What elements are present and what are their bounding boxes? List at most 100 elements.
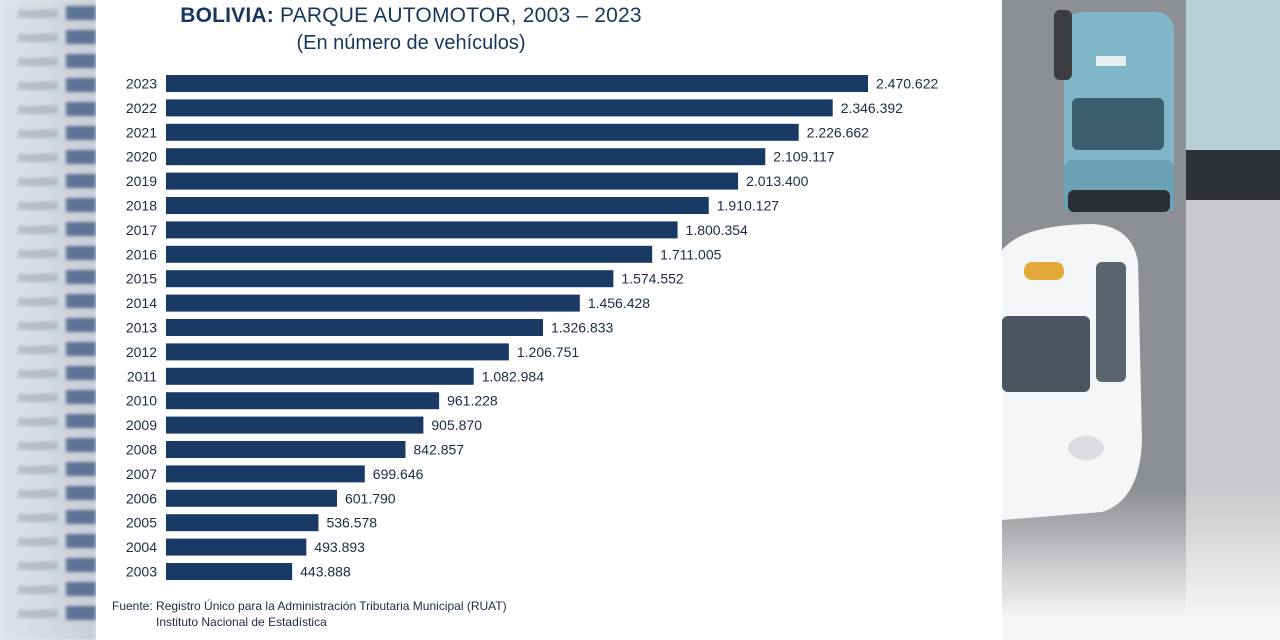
bar-2012 [166,343,509,361]
backdrop-ghost-label [18,610,58,618]
value-label-2010: 961.228 [447,393,498,409]
year-label-2011: 2011 [127,368,157,384]
value-label-2023: 2.470.622 [876,76,938,92]
backdrop-ghost-label [18,442,58,450]
value-label-2013: 1.326.833 [551,320,613,336]
traffic-photo [1002,0,1280,640]
backdrop-ghost-bar [66,438,96,452]
year-label-2020: 2020 [126,149,157,165]
photo-fade [1002,490,1280,640]
value-label-2005: 536.578 [326,515,377,531]
bar-2014 [166,294,580,312]
bar-2007 [166,465,365,483]
year-label-2013: 2013 [126,320,157,336]
year-label-2023: 2023 [126,76,157,92]
bar-2009 [166,416,424,434]
backdrop-ghost-label [18,130,58,138]
backdrop-ghost-bar [66,6,96,20]
value-label-2006: 601.790 [345,490,396,506]
year-label-2012: 2012 [126,344,157,360]
value-label-2004: 493.893 [314,539,365,555]
year-label-2010: 2010 [126,393,157,409]
backdrop-ghost-bar [66,342,96,356]
backdrop-ghost-bar [66,198,96,212]
backdrop-ghost-label [18,250,58,258]
year-label-2006: 2006 [126,490,157,506]
source-line-1: Fuente: Registro Único para la Administr… [112,599,507,613]
value-label-2019: 2.013.400 [746,173,808,189]
bar-2015 [166,270,614,288]
value-label-2022: 2.346.392 [841,100,903,116]
traffic-photo-illustration [1002,0,1280,640]
backdrop-ghost-label [18,226,58,234]
year-label-2021: 2021 [126,124,157,140]
bar-2020 [166,148,766,166]
year-label-2016: 2016 [126,246,157,262]
backdrop-ghost-label [18,490,58,498]
backdrop-ghost-label [18,106,58,114]
year-label-2022: 2022 [126,100,157,116]
year-label-2007: 2007 [126,466,157,482]
value-label-2003: 443.888 [300,564,351,580]
backdrop-ghost-bar [66,390,96,404]
chart-panel: BOLIVIA: PARQUE AUTOMOTOR, 2003 – 2023 (… [96,0,1002,640]
value-label-2017: 1.800.354 [686,222,748,238]
backdrop-ghost-bar [66,30,96,44]
backdrop-ghost-label [18,34,58,42]
chart-subtitle: (En número de vehículos) [296,32,526,54]
bar-2022 [166,99,833,117]
backdrop-ghost-bar [66,462,96,476]
backdrop-ghost-label [18,322,58,330]
bar-2006 [166,489,337,507]
bar-2019 [166,172,739,190]
backdrop-ghost-label [18,202,58,210]
backdrop-ghost-bar [66,486,96,500]
backdrop-ghost-label [18,514,58,522]
year-label-2014: 2014 [126,295,157,311]
bar-2018 [166,197,709,214]
source-line-2: Instituto Nacional de Estadística [156,615,327,629]
year-label-2015: 2015 [126,271,157,287]
bar-2008 [166,441,406,458]
value-label-2007: 699.646 [373,466,424,482]
backdrop-ghost-bar [66,246,96,260]
bar-2016 [166,245,653,263]
backdrop-ghost-bar [66,606,96,620]
backdrop-ghost-label [18,154,58,162]
backdrop-ghost-bar [66,558,96,572]
bar-chart: 2023 2.470.622 2022 2.346.392 2021 2.226.662 2… [126,75,938,580]
backdrop-ghost-bar [66,294,96,308]
year-label-2019: 2019 [126,173,157,189]
year-label-2009: 2009 [126,417,157,433]
year-label-2017: 2017 [126,222,157,238]
bar-2003 [166,563,293,580]
value-label-2020: 2.109.117 [773,149,834,165]
backdrop-ghost-label [18,538,58,546]
backdrop-ghost-bar [66,318,96,332]
backdrop-ghost-bar [66,126,96,140]
value-label-2018: 1.910.127 [717,198,779,214]
chart-title-rest: PARQUE AUTOMOTOR, 2003 – 2023 [273,4,642,27]
year-label-2018: 2018 [126,198,157,214]
bar-2004 [166,538,307,556]
backdrop-ghost-label [18,274,58,282]
value-label-2021: 2.226.662 [807,124,869,140]
value-label-2009: 905.870 [431,417,482,433]
backdrop-ghost-bar [66,78,96,92]
backdrop-ghost-bar [66,174,96,188]
year-label-2004: 2004 [126,539,157,555]
bar-2005 [166,514,319,532]
backdrop-ghost-bar [66,150,96,164]
backdrop-ghost-label [18,370,58,378]
backdrop-ghost-bar [66,366,96,380]
backdrop-ghost-label [18,346,58,354]
bar-2013 [166,319,544,336]
value-label-2015: 1.574.552 [621,271,683,287]
backdrop-ghost-label [18,418,58,426]
backdrop-ghost-label [18,562,58,570]
backdrop-ghost-bar [66,414,96,428]
backdrop-ghost-label [18,178,58,186]
backdrop-ghost-label [18,586,58,594]
chart-title-bold: BOLIVIA: [180,4,274,27]
backdrop-ghost-bar [66,222,96,236]
